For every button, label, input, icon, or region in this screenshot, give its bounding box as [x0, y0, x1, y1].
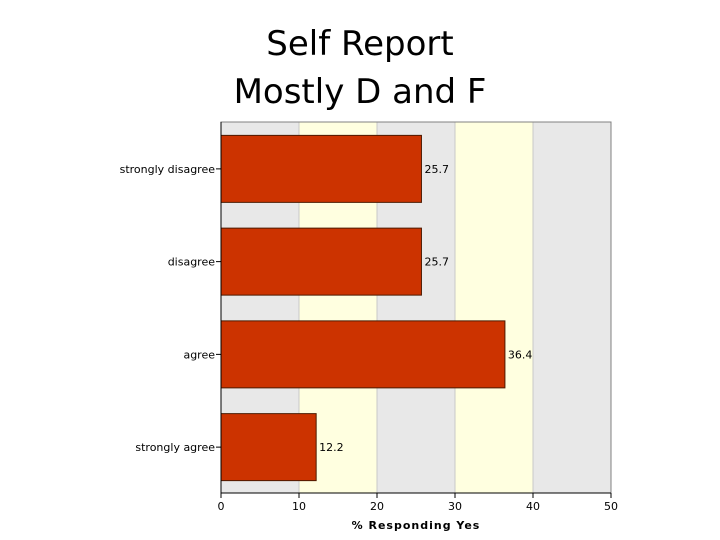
data-label: 25.7 [424, 256, 449, 269]
y-tick-label: strongly disagree [120, 163, 216, 176]
bar [220, 320, 506, 389]
data-label: 12.2 [319, 441, 344, 454]
bar [220, 413, 317, 482]
x-tick-label: 10 [292, 500, 306, 513]
x-axis: 0 10 20 30 40 50 [218, 492, 618, 513]
data-labels: 25.7 25.7 36.4 12.2 [319, 163, 532, 454]
chart-title-line-2: Mostly D and F [233, 72, 487, 112]
y-axis: strongly disagree disagree agree strongly a… [120, 122, 222, 493]
bar [220, 134, 422, 203]
plot-band [455, 122, 533, 493]
y-tick-label: disagree [168, 256, 216, 269]
bar [220, 227, 422, 296]
bars [220, 134, 506, 482]
y-tick-label: strongly agree [135, 441, 215, 454]
x-tick-label: 30 [448, 500, 462, 513]
chart-title-line-1: Self Report [266, 24, 454, 64]
x-tick-label: 20 [370, 500, 384, 513]
x-tick-label: 50 [604, 500, 618, 513]
plot-band [533, 122, 611, 493]
x-axis-title: % Responding Yes [352, 519, 481, 532]
y-tick-label: agree [183, 348, 215, 361]
x-tick-label: 0 [218, 500, 225, 513]
x-tick-label: 40 [526, 500, 540, 513]
data-label: 36.4 [508, 348, 533, 361]
data-label: 25.7 [424, 163, 449, 176]
